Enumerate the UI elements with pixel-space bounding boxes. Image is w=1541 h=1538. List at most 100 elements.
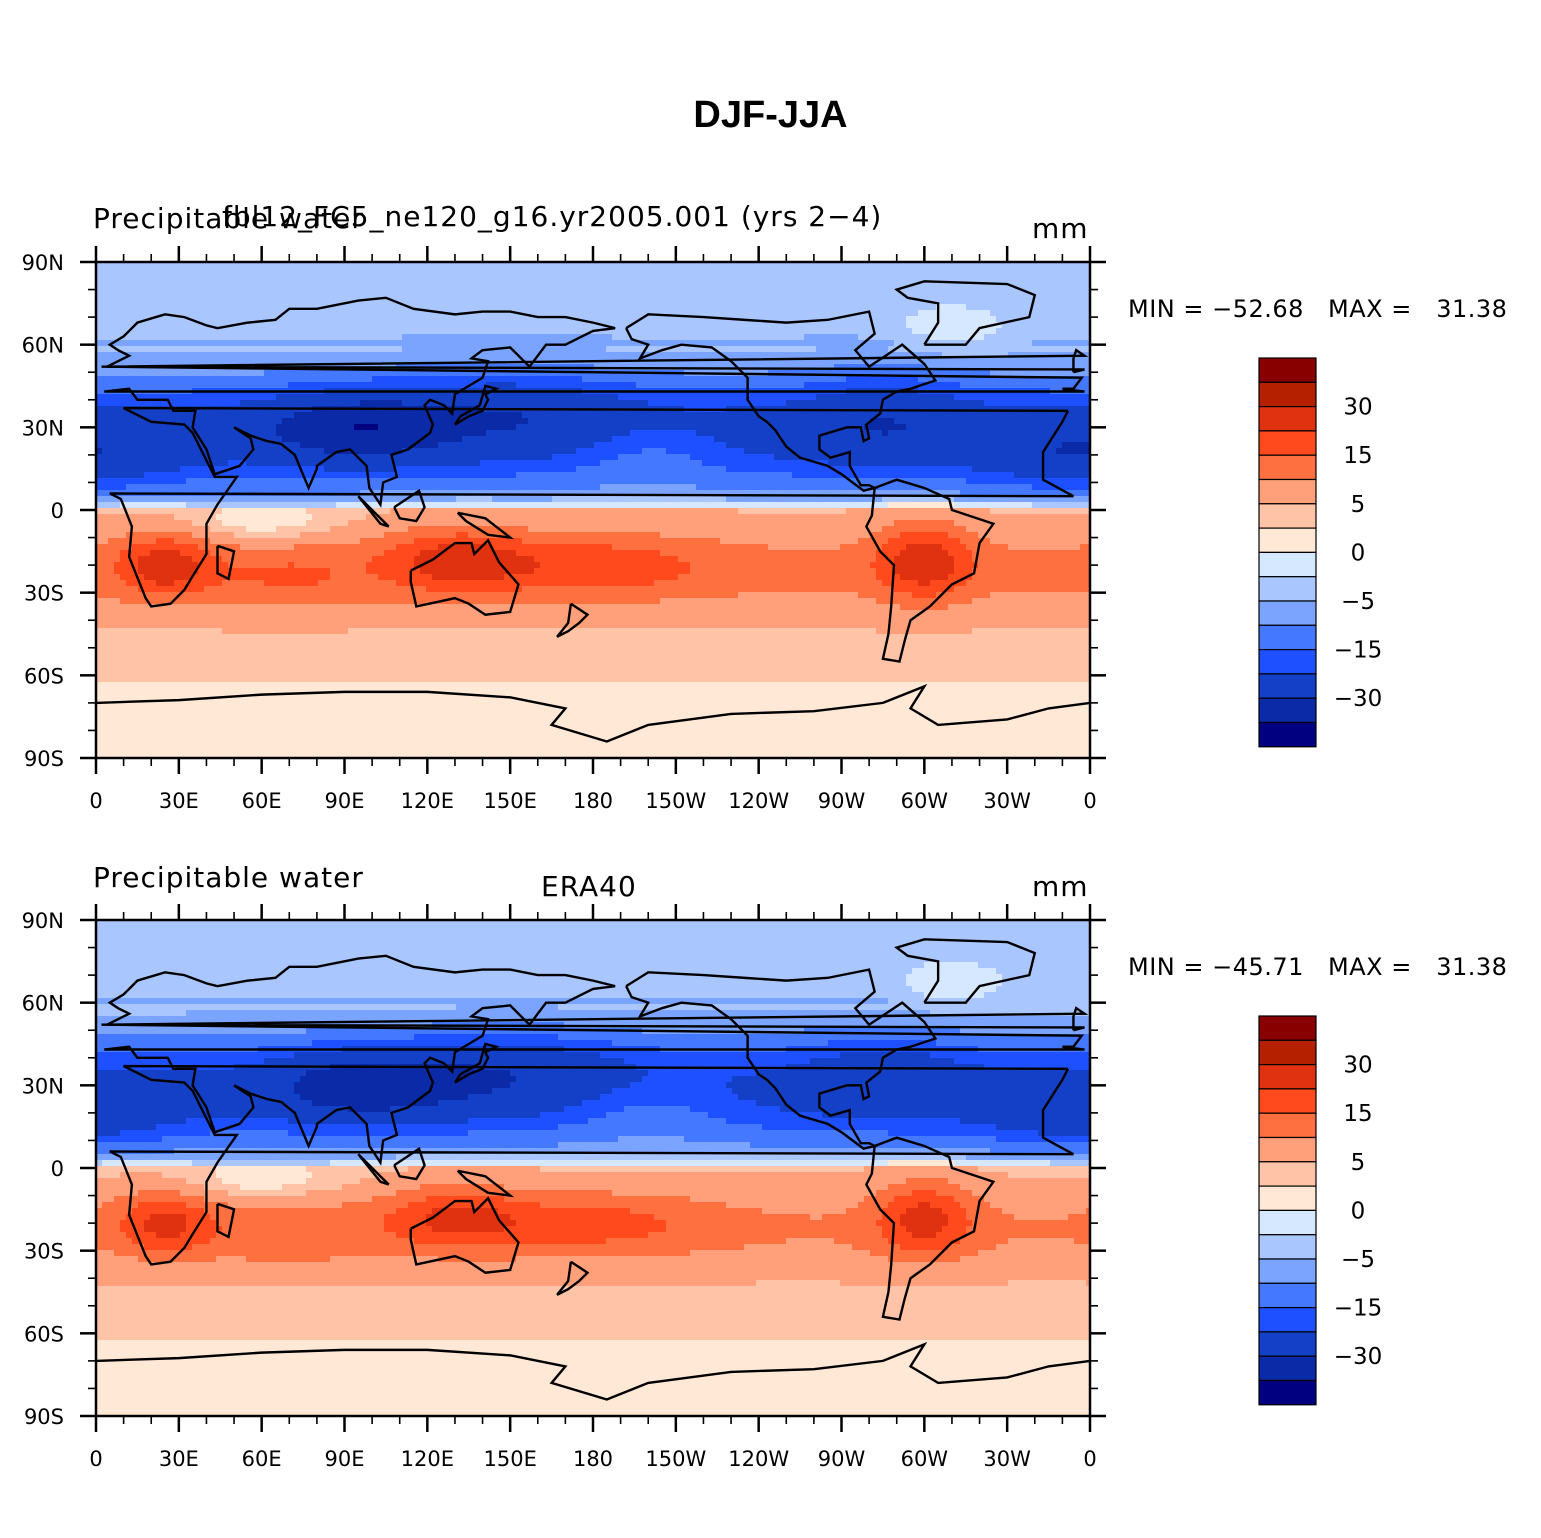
lon-tick-label: 0 [1083,1447,1096,1471]
min-label: MIN = −52.68 [1128,295,1304,323]
color-bar-box [1258,1209,1317,1236]
max-label: MAX = 31.38 [1328,953,1507,981]
lat-tick-label: 0 [51,1157,64,1181]
color-bar-box [1258,551,1317,578]
color-bar-box [1258,1282,1317,1309]
color-bar: 30 15 5 0 −5 −15 −30 [1258,1015,1383,1406]
contour-field [96,262,1090,758]
coastlines [96,938,1090,1401]
coastline [456,1169,515,1198]
color-bar-box [1258,1307,1317,1333]
lon-tick-label: 60E [242,1447,282,1471]
coastline [393,488,426,523]
color-bar-label: 5 [1351,1150,1366,1176]
color-bar-label: −15 [1334,1296,1383,1322]
color-bar-label: 30 [1343,1053,1372,1079]
color-bar-box [1258,1015,1317,1041]
color-bar-box [1258,430,1317,456]
color-bar-box [1258,1136,1317,1163]
color-bar-box [1258,406,1317,432]
lat-tick-label: 90S [24,747,64,771]
color-bar-box [1258,697,1317,724]
color-bar-label: 5 [1351,492,1366,518]
lat-tick-label: 90S [24,1405,64,1429]
lon-tick-label: 150W [645,1447,706,1471]
lon-tick-label: 120E [401,1447,454,1471]
color-bar-box [1258,1088,1317,1114]
lon-tick-label: 0 [89,1447,102,1471]
coastline [894,938,1037,1004]
coastline [393,1146,426,1181]
color-bar-label: −15 [1334,638,1383,664]
color-bar-label: −5 [1341,589,1375,615]
coastline [864,1136,996,1321]
lon-tick-label: 90E [325,1447,365,1471]
coastline [216,544,236,581]
lon-tick-label: 90W [818,1447,866,1471]
coastline [104,954,1085,1166]
coastline [109,406,1075,608]
lat-tick-label: 60S [24,664,64,688]
lon-tick-label: 150W [645,789,706,813]
color-bar-box [1258,1039,1317,1066]
lat-tick-label: 30S [24,1240,64,1264]
lon-tick-label: 120E [401,789,454,813]
color-bar-box [1258,478,1317,505]
lat-tick-label: 30N [22,1074,64,1098]
color-bar-box [1258,1161,1317,1187]
color-bar-label: 15 [1343,1101,1372,1127]
min-label: MIN = −45.71 [1128,953,1304,981]
figure-title: DJF-JJA [0,94,1541,137]
panel-units: mm [1032,870,1089,903]
coastline [625,968,938,1151]
coastline [453,384,500,426]
map-panel-2: Precipitable water ERA40 mm MIN = −45.71… [0,858,1541,1498]
color-bar-box [1258,454,1317,481]
color-bar-label: 0 [1351,540,1366,566]
coastline [357,495,390,528]
color-bar: 30 15 5 0 −5 −15 −30 [1258,357,1383,748]
color-bar-box [1258,357,1317,383]
lon-tick-label: 30W [983,1447,1031,1471]
lon-tick-label: 60W [901,1447,949,1471]
coastline [216,1202,236,1239]
coastline [456,511,515,540]
color-bar-box [1258,576,1317,602]
map-plot: 90N 60N 30N 0 30S 60S 90S 0 30E 60E 90E 120E 150E 180… [22,904,1383,1471]
coastline [409,1196,520,1274]
coastline [453,1042,500,1084]
lon-tick-label: 30E [159,789,199,813]
color-bar-label: 15 [1343,443,1372,469]
color-bar-box [1258,381,1317,408]
panel-units: mm [1032,212,1089,245]
lat-tick-label: 0 [51,499,64,523]
coastline [556,602,590,638]
color-bar-box [1258,527,1317,554]
color-bar-box [1258,649,1317,675]
color-bar-label: −5 [1341,1247,1375,1273]
map-panel-1: Precipitable water fbl12_FC5_ne120_g16.y… [0,200,1541,840]
color-bar-box [1258,1185,1317,1212]
lon-tick-label: 150E [483,789,536,813]
lon-tick-label: 120W [728,789,789,813]
color-bar-box [1258,600,1317,626]
lat-tick-label: 90N [22,909,64,933]
panel-left-title: Precipitable water [93,861,364,894]
color-bar-box [1258,1234,1317,1260]
color-bar-box [1258,1258,1317,1284]
lon-tick-label: 0 [1083,789,1096,813]
coastline [101,348,1089,374]
coastline [357,1153,390,1186]
panel-center-title: fbl12_FC5_ne120_g16.yr2005.001 (yrs 2−4) [222,200,882,233]
color-bar-box [1258,624,1317,651]
lat-tick-label: 60S [24,1322,64,1346]
lon-tick-label: 0 [89,789,102,813]
coastline [96,1341,1090,1401]
coastline [109,1064,1075,1266]
lon-tick-label: 180 [573,1447,613,1471]
color-bar-box [1258,1331,1317,1357]
color-bar-box [1258,721,1317,748]
color-bar-label: 0 [1351,1198,1366,1224]
lat-tick-label: 60N [22,334,64,358]
coastline [96,683,1090,743]
